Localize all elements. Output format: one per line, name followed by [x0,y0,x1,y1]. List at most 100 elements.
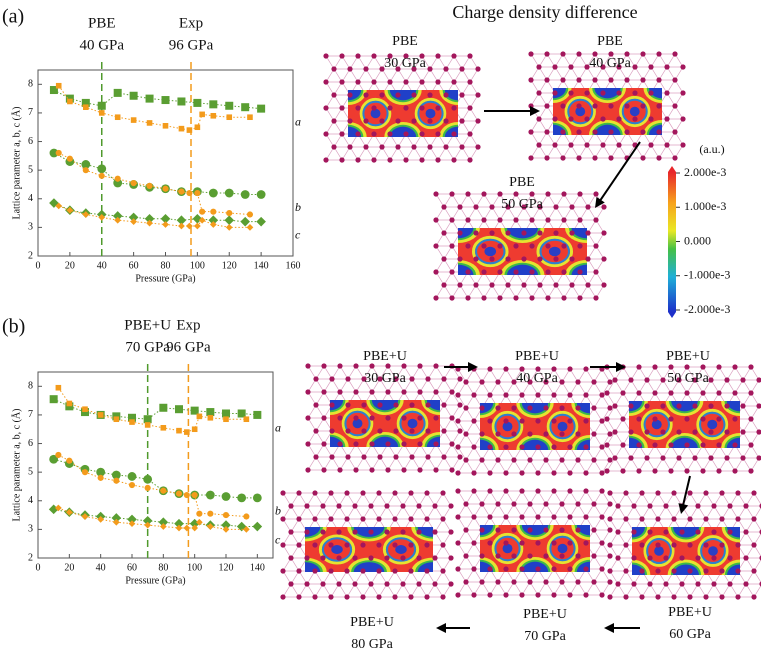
atom [384,555,390,561]
marker [97,474,104,481]
marker [186,189,193,197]
atom [545,217,551,223]
atom [652,416,658,422]
charge-tile [280,490,454,600]
atom [660,377,666,383]
density-low [502,543,513,554]
atom [575,405,581,411]
marker [130,218,137,226]
atom [503,366,509,372]
marker [206,408,215,417]
marker [221,492,231,501]
atom [487,566,493,572]
density-low [371,400,399,411]
atom [363,92,369,98]
atom [495,379,501,385]
atom [505,256,511,262]
atom [353,441,359,447]
atom [392,568,398,574]
atom [551,592,557,598]
atom [395,92,401,98]
atom [487,514,493,520]
atom [623,594,629,600]
series-line [53,152,262,195]
marker [143,415,152,424]
atom [451,157,457,163]
x-tick-label: 100 [190,260,205,271]
atom [543,457,549,463]
series-line [58,205,250,228]
atom [561,295,567,301]
atom [585,256,591,262]
atom [716,364,722,370]
atom [519,488,525,494]
atom [632,116,638,122]
atom [385,441,391,447]
atom [668,416,674,422]
atom [440,568,446,574]
atom [296,490,302,496]
marker [224,188,234,198]
density-low [502,421,513,432]
atom [337,363,343,369]
atom [371,53,377,59]
atom [543,579,549,585]
atom [607,542,613,548]
atom [599,514,605,520]
atom [591,501,597,507]
atom [719,490,725,496]
marker [160,425,167,431]
atom [360,568,366,574]
atom [471,470,477,476]
atom [393,376,399,382]
x-tick-label: 140 [254,260,269,271]
atom [481,191,487,197]
atom [451,131,457,137]
atom [463,553,469,559]
atom [751,568,757,574]
atom [331,92,337,98]
y-tick-label: 3 [28,222,33,233]
atom [664,116,670,122]
atom [377,428,383,434]
atom [503,488,509,494]
density-low [571,228,587,239]
atom [519,366,525,372]
atom [417,441,423,447]
atom [680,116,686,122]
atom [583,514,589,520]
atom [495,579,501,585]
marker [191,426,198,433]
atom [313,428,319,434]
density-low [548,246,561,257]
panel-label: (b) [2,316,25,338]
density-low [594,124,621,135]
atom [592,155,598,161]
atom [425,376,431,382]
atom [336,503,342,509]
atom [471,514,477,520]
atom [612,455,618,461]
atom [312,542,318,548]
atom [732,364,738,370]
atom [684,364,690,370]
y-tick-label: 7 [28,107,33,118]
atom [567,592,573,598]
atom [379,118,385,124]
atom [467,79,473,85]
atom [592,129,598,135]
atom [369,441,375,447]
atom [425,428,431,434]
atom [521,204,527,210]
atom [703,542,709,548]
atom [440,542,446,548]
atom [636,364,642,370]
marker [240,216,250,227]
atom [551,540,557,546]
atom [481,269,487,275]
atom [628,429,634,435]
atom [568,116,574,122]
atom [503,540,509,546]
atom [624,129,630,135]
atom [521,282,527,288]
